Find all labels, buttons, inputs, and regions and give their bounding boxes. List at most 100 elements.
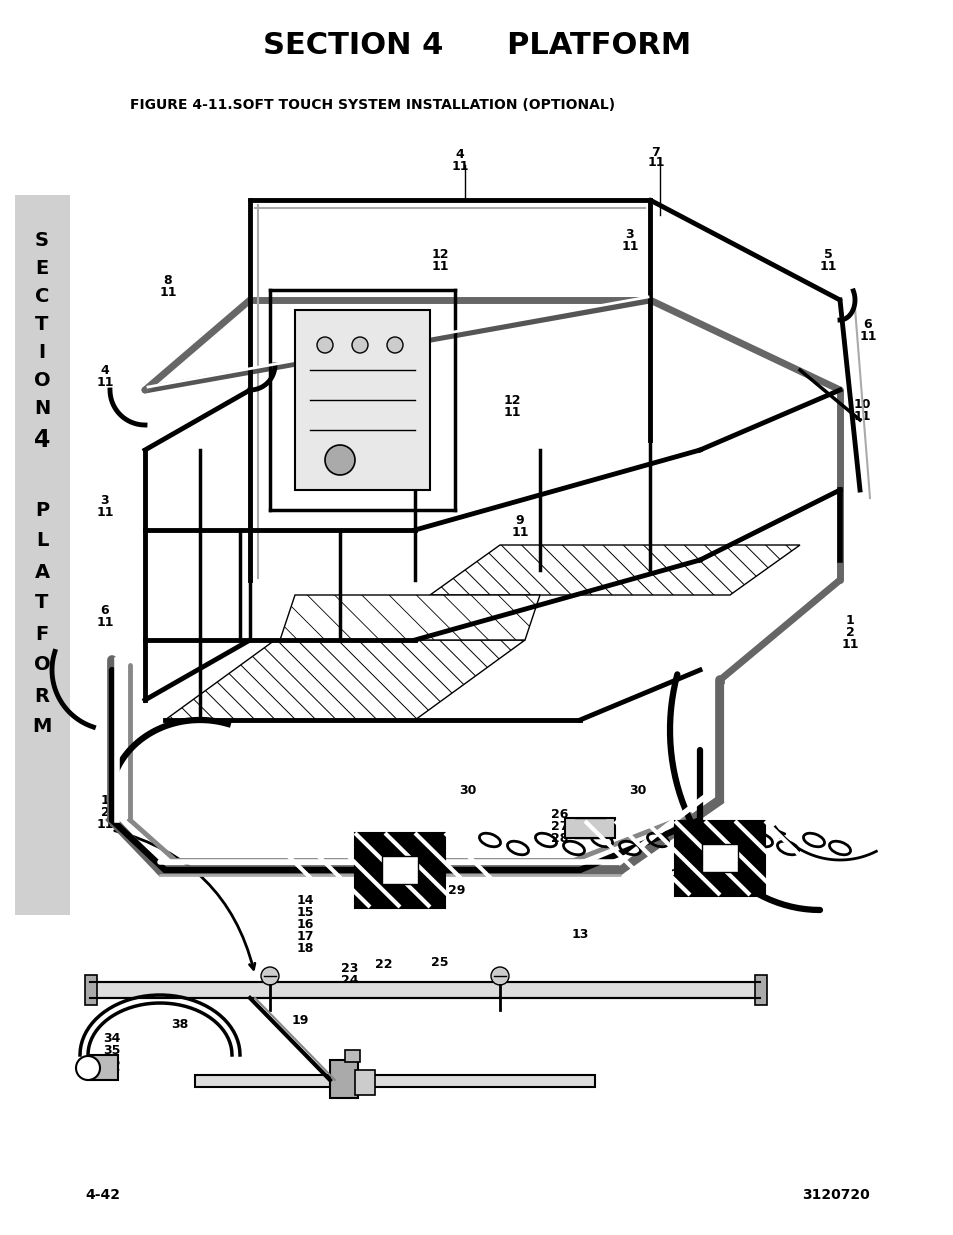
Text: 7: 7 <box>651 147 659 159</box>
Text: 4: 4 <box>456 148 464 162</box>
Text: E: E <box>35 258 49 278</box>
Text: 27: 27 <box>551 820 568 834</box>
Text: 39: 39 <box>361 363 378 377</box>
Text: 37: 37 <box>103 1067 121 1081</box>
Text: 18: 18 <box>296 941 314 955</box>
Text: F: F <box>35 625 49 643</box>
Text: 4: 4 <box>33 429 51 452</box>
Text: 5: 5 <box>285 658 294 672</box>
Text: 11: 11 <box>852 410 870 424</box>
Text: 11: 11 <box>503 405 520 419</box>
Text: 1: 1 <box>100 794 110 806</box>
Text: 12: 12 <box>503 394 520 406</box>
Text: 26: 26 <box>551 809 568 821</box>
Circle shape <box>387 337 402 353</box>
Text: 3120720: 3120720 <box>801 1188 869 1202</box>
Bar <box>345 1050 359 1062</box>
Text: 2: 2 <box>100 805 110 819</box>
Text: A: A <box>34 562 50 582</box>
Text: 6: 6 <box>101 604 110 616</box>
Text: I: I <box>38 342 46 362</box>
Bar <box>88 1055 118 1079</box>
Text: 11: 11 <box>96 615 113 629</box>
Text: R: R <box>34 687 50 705</box>
Bar <box>754 974 766 1005</box>
Text: L: L <box>36 531 49 551</box>
Text: T: T <box>35 594 49 613</box>
Text: N: N <box>34 399 51 417</box>
Bar <box>194 1074 595 1087</box>
Text: O: O <box>33 656 51 674</box>
Text: 23: 23 <box>341 962 358 974</box>
Text: 34: 34 <box>103 1031 121 1045</box>
Text: SECTION 4      PLATFORM: SECTION 4 PLATFORM <box>263 31 690 59</box>
Text: 29: 29 <box>671 868 688 882</box>
Text: 4-42: 4-42 <box>85 1188 120 1202</box>
Text: 11: 11 <box>620 241 639 253</box>
Bar <box>381 856 417 884</box>
Text: 9: 9 <box>516 514 524 526</box>
Text: 17: 17 <box>296 930 314 942</box>
Text: 35: 35 <box>103 1044 121 1056</box>
Text: 22: 22 <box>375 958 393 972</box>
Text: 2: 2 <box>844 625 854 638</box>
Text: 11: 11 <box>819 261 836 273</box>
Text: 14: 14 <box>296 893 314 906</box>
Text: S: S <box>35 231 49 249</box>
Text: 15: 15 <box>296 905 314 919</box>
Text: 19: 19 <box>291 1014 309 1026</box>
Text: O: O <box>33 370 51 389</box>
Bar <box>355 1070 375 1095</box>
Text: 20: 20 <box>375 688 394 701</box>
Polygon shape <box>294 310 430 490</box>
Circle shape <box>316 337 333 353</box>
Text: 11: 11 <box>96 375 113 389</box>
Text: 8: 8 <box>164 273 172 287</box>
Circle shape <box>76 1056 100 1079</box>
Text: FIGURE 4-11.SOFT TOUCH SYSTEM INSTALLATION (OPTIONAL): FIGURE 4-11.SOFT TOUCH SYSTEM INSTALLATI… <box>130 98 615 112</box>
Text: 11: 11 <box>96 818 113 830</box>
Polygon shape <box>165 640 524 720</box>
Text: 24: 24 <box>341 973 358 987</box>
Text: 38: 38 <box>172 1019 189 1031</box>
Bar <box>90 982 760 998</box>
Polygon shape <box>430 545 800 595</box>
Text: 31: 31 <box>331 373 349 387</box>
Text: 13: 13 <box>571 929 588 941</box>
Circle shape <box>325 445 355 475</box>
Text: 11: 11 <box>646 157 664 169</box>
Text: 36: 36 <box>103 1056 120 1068</box>
Text: 10: 10 <box>852 399 870 411</box>
Bar <box>15 195 70 915</box>
Text: 29: 29 <box>448 883 465 897</box>
Text: T: T <box>35 315 49 333</box>
Text: 11: 11 <box>451 161 468 173</box>
Text: 6: 6 <box>862 319 871 331</box>
Text: 11: 11 <box>159 285 176 299</box>
Text: 1: 1 <box>844 614 854 626</box>
Text: P: P <box>35 500 49 520</box>
Bar <box>330 1060 357 1098</box>
Text: 28: 28 <box>551 832 568 846</box>
Text: 11: 11 <box>859 331 876 343</box>
Text: 12: 12 <box>431 248 448 262</box>
Text: 11: 11 <box>431 261 448 273</box>
Circle shape <box>352 337 368 353</box>
Polygon shape <box>280 595 539 640</box>
Text: 11: 11 <box>281 671 298 683</box>
Text: 30: 30 <box>458 783 476 797</box>
Bar <box>355 832 444 908</box>
Text: 3: 3 <box>625 228 634 242</box>
Text: C: C <box>34 287 50 305</box>
Text: 11: 11 <box>841 637 858 651</box>
Text: 3: 3 <box>101 494 110 506</box>
Text: 11: 11 <box>511 526 528 538</box>
Text: 16: 16 <box>296 918 314 930</box>
Text: 4: 4 <box>100 363 110 377</box>
Text: M: M <box>32 718 51 736</box>
Circle shape <box>491 967 509 986</box>
Circle shape <box>261 967 278 986</box>
Text: 32: 32 <box>326 404 343 416</box>
Bar <box>701 844 738 872</box>
Text: 11: 11 <box>96 505 113 519</box>
